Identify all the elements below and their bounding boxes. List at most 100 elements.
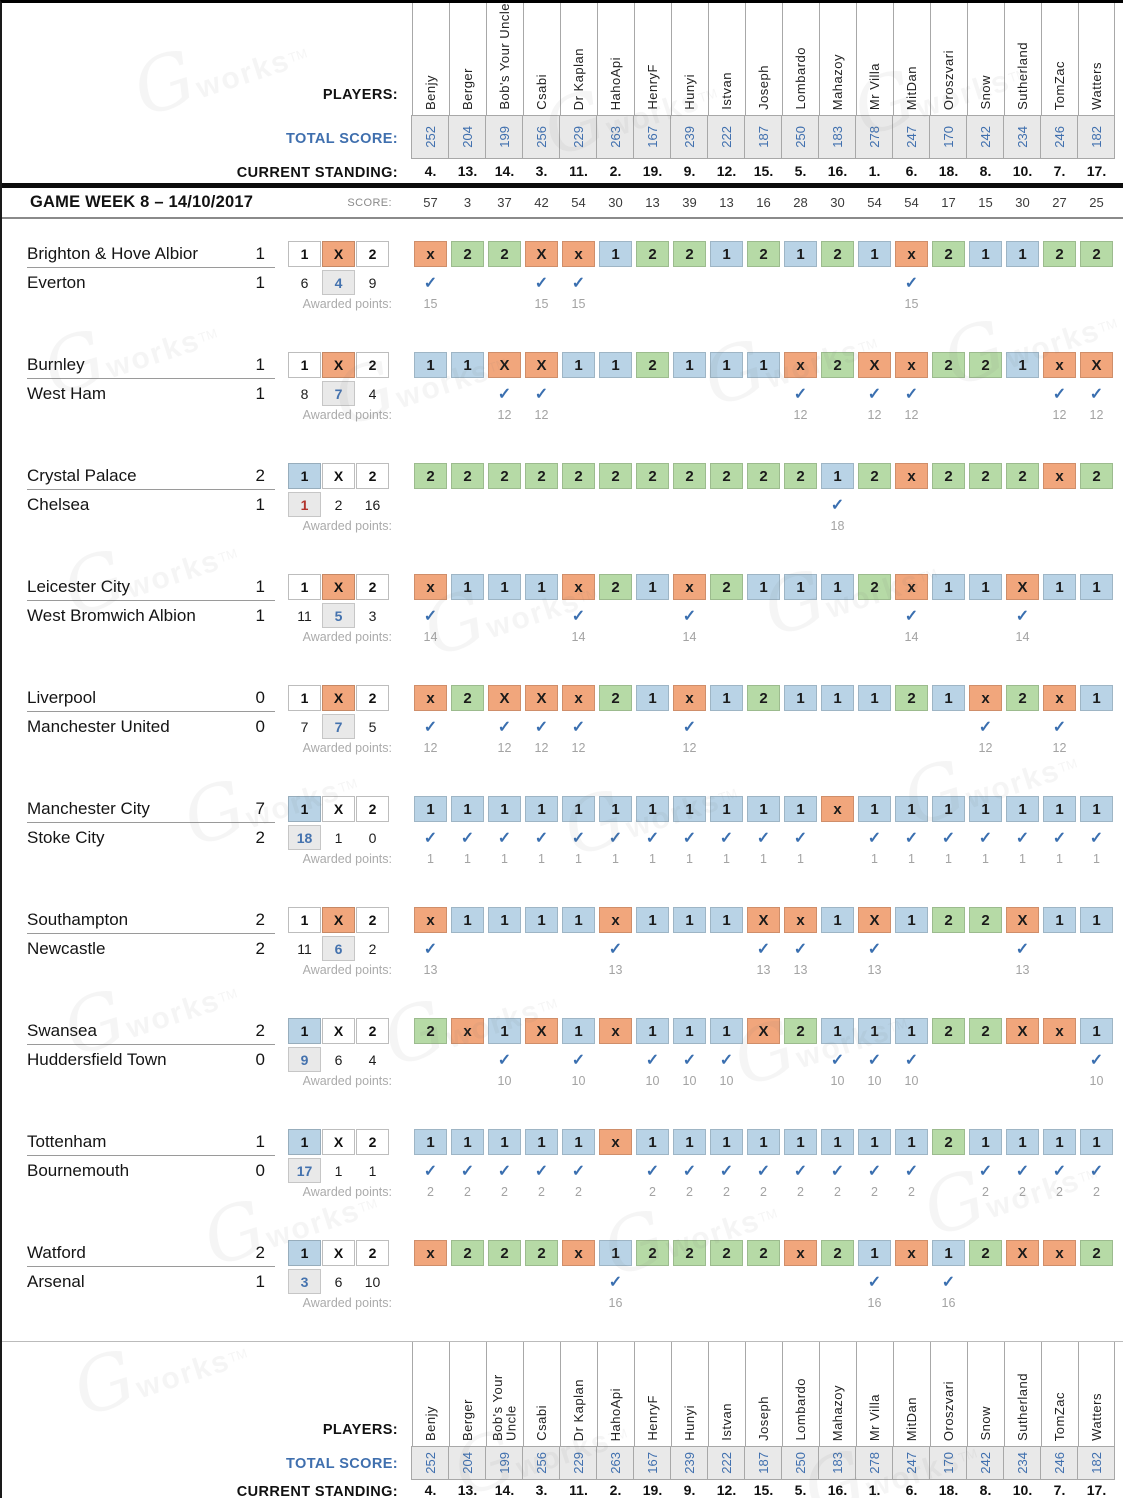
- player-total-score: 278: [866, 126, 882, 148]
- player-column: Benjy 252 4.: [411, 3, 449, 183]
- check-col: [1041, 1272, 1078, 1292]
- prediction-cell: 2: [932, 241, 965, 267]
- prediction-col: 2: [967, 1240, 1004, 1266]
- player-total-score-cell: 247: [892, 1446, 930, 1480]
- prediction-cell: 2: [969, 352, 1002, 378]
- prediction-col: 1: [560, 907, 597, 933]
- prediction-col: x: [671, 685, 708, 711]
- players-header-table: PLAYERS: TOTAL SCORE: CURRENT STANDING: …: [2, 3, 1123, 183]
- check-col: [634, 939, 671, 959]
- points-col: [1041, 519, 1078, 533]
- check-col: [782, 1050, 819, 1070]
- points-col: [671, 297, 708, 311]
- prediction-col: x: [1041, 463, 1078, 489]
- awarded-points-label: Awarded points:: [302, 519, 392, 533]
- prediction-cell: 1: [562, 1129, 595, 1155]
- points-col: 18: [819, 519, 856, 533]
- points-col: [486, 630, 523, 644]
- check-icon: ✓: [497, 385, 512, 403]
- check-icon: ✓: [756, 940, 771, 958]
- points-col: [1004, 519, 1041, 533]
- prediction-col: 1: [708, 1018, 745, 1044]
- check-col: [1004, 384, 1041, 404]
- check-col: [597, 1161, 634, 1181]
- check-icon: ✓: [534, 385, 549, 403]
- points-col: [449, 741, 486, 755]
- total-score-label: TOTAL SCORE:: [286, 1456, 398, 1472]
- points-col: [967, 519, 1004, 533]
- check-col: [819, 939, 856, 959]
- player-week-score: 17: [941, 195, 956, 210]
- prediction-cell: 2: [599, 463, 632, 489]
- points-col: [819, 963, 856, 977]
- awarded-points-value: 1: [686, 852, 693, 866]
- prediction-cell: 1: [1080, 1129, 1113, 1155]
- prediction-col: 1: [893, 796, 930, 822]
- prediction-col: x: [560, 1240, 597, 1266]
- check-icon: ✓: [1015, 940, 1030, 958]
- prediction-cell: x: [562, 574, 595, 600]
- prediction-col: 2: [856, 463, 893, 489]
- away-team-name: Chelsea: [27, 494, 90, 514]
- prediction-cell: 1: [673, 907, 706, 933]
- prediction-cell: 1: [562, 796, 595, 822]
- prediction-cell: 2: [636, 352, 669, 378]
- prediction-cell: 1: [932, 796, 965, 822]
- check-col: ✓: [893, 1161, 930, 1181]
- player-name-cell: Hunyi: [671, 1342, 708, 1446]
- check-icon: ✓: [719, 1162, 734, 1180]
- prediction-col: x: [893, 574, 930, 600]
- prediction-cell: 2: [451, 1240, 484, 1266]
- points-col: [819, 630, 856, 644]
- player-name-cell: Istvan: [708, 3, 745, 115]
- awarded-points-value: 10: [719, 1074, 734, 1088]
- points-col: 2: [893, 1185, 930, 1199]
- points-col: [745, 630, 782, 644]
- player-column: Benjy 252 4.: [411, 1342, 449, 1498]
- player-name: Mr Villa: [867, 62, 883, 110]
- player-total-score-cell: 167: [633, 1446, 671, 1480]
- prediction-cell: 1: [858, 1018, 891, 1044]
- prediction-col: 1: [634, 1129, 671, 1155]
- points-col: [634, 741, 671, 755]
- match-away-row: Chelsea 1 1 2 16 ✓: [2, 490, 1123, 519]
- prediction-cell: 1: [710, 241, 743, 267]
- points-col: [967, 1074, 1004, 1088]
- prediction-col: 2: [708, 1240, 745, 1266]
- points-col: 10: [1078, 1074, 1115, 1088]
- awarded-points-value: 1: [982, 852, 989, 866]
- check-icon: ✓: [867, 940, 882, 958]
- home-team-cell: Southampton 2: [27, 906, 275, 934]
- awarded-points-value: 12: [1052, 741, 1067, 755]
- prediction-cell: 2: [562, 463, 595, 489]
- points-col: 1: [523, 852, 560, 866]
- player-total-score-cell: 263: [596, 115, 634, 159]
- player-column: Berger 204 13.: [448, 3, 486, 183]
- odds-outcome-box: X: [322, 796, 355, 822]
- prediction-col: 1: [856, 241, 893, 267]
- odds-value: 6: [322, 936, 355, 961]
- player-name: Istvan: [719, 1403, 735, 1441]
- points-col: 2: [671, 1185, 708, 1199]
- player-total-score-cell: 247: [892, 115, 930, 159]
- points-col: [930, 630, 967, 644]
- check-col: ✓: [1004, 606, 1041, 626]
- awarded-points-value: 16: [867, 1296, 882, 1310]
- player-column: Mr Villa 278 1.: [855, 3, 893, 183]
- player-name-cell: Snow: [967, 1342, 1004, 1446]
- player-name-cell: Csabi: [523, 1342, 560, 1446]
- check-icon: ✓: [1052, 1162, 1067, 1180]
- prediction-cell: 1: [1043, 907, 1076, 933]
- player-standing: 14.: [494, 1481, 515, 1498]
- check-col: ✓: [745, 939, 782, 959]
- prediction-cell: 2: [451, 685, 484, 711]
- prediction-cell: 2: [673, 241, 706, 267]
- prediction-cell: 2: [969, 1240, 1002, 1266]
- prediction-cell: 1: [673, 796, 706, 822]
- prediction-cell: 2: [636, 463, 669, 489]
- prediction-col: X: [745, 907, 782, 933]
- check-icon: ✓: [941, 829, 956, 847]
- prediction-cell: 2: [414, 1018, 447, 1044]
